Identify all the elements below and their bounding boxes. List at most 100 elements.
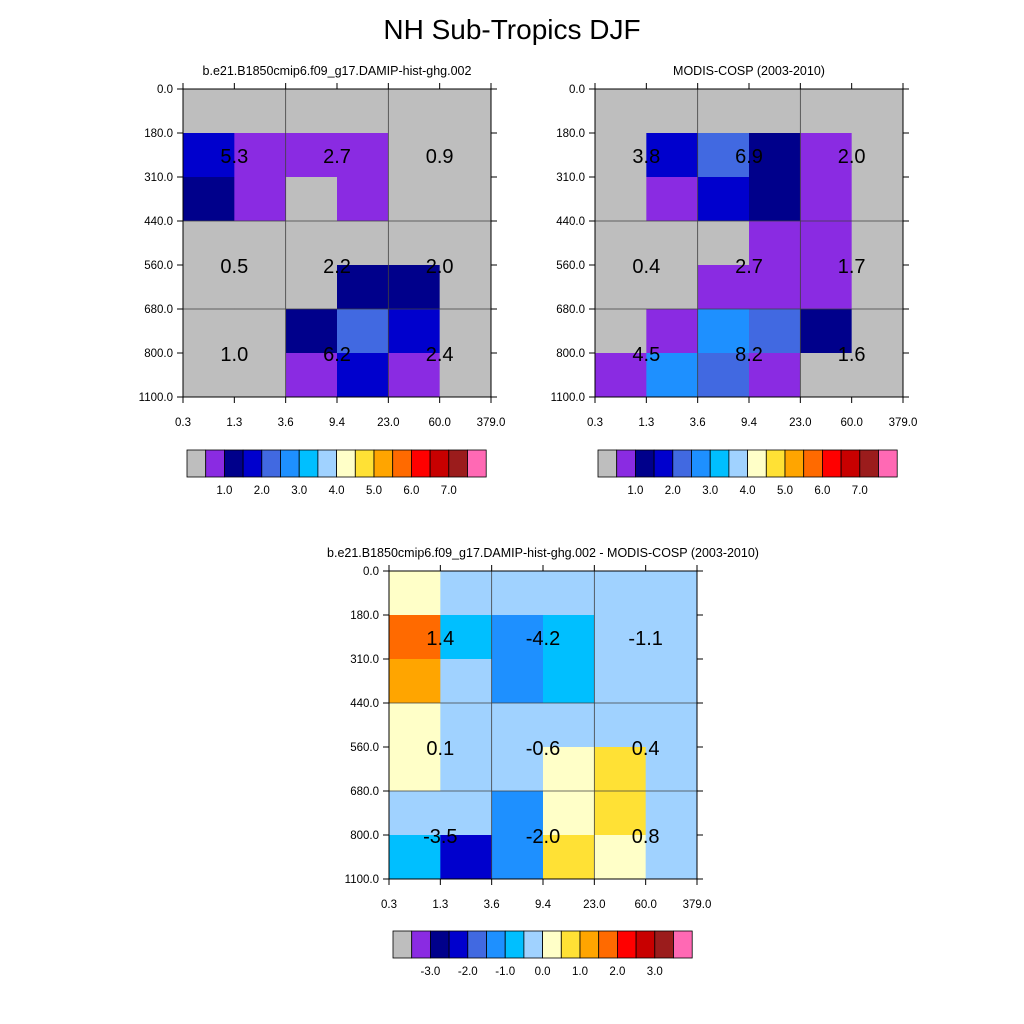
y-tick-label: 680.0 [556,304,585,316]
colorbar-swatch [280,449,300,478]
heatmap-cell [234,221,287,266]
heatmap-cell [697,221,750,266]
heatmap-cell [439,221,492,266]
cell-value-label: -1.1 [628,628,662,650]
colorbar-swatch [298,449,319,478]
panel-2: MODIS-COSP (2003-2010) 0.0 180.0 310.0 440.0… [551,64,918,497]
cell-value-label: 2.2 [323,256,351,278]
cell-value-label: 1.6 [838,344,866,366]
colorbar-tick-label: 5.0 [366,485,382,497]
colorbar-swatch [784,449,805,478]
colorbar-tick-label: 0.0 [535,966,551,978]
cell-value-label: 4.5 [632,344,660,366]
cell-value-label: 6.2 [323,344,351,366]
y-tick-label: 680.0 [350,786,379,798]
heatmap-cell [697,89,750,134]
heatmap-cell [337,353,389,398]
heatmap-cell [595,177,647,222]
y-tick-label: 1100.0 [345,874,379,886]
colorbar-tick-label: 1.0 [216,485,232,497]
x-tick-label: 379.0 [889,417,918,429]
colorbar-tick-label: 4.0 [329,485,345,497]
colorbar-swatch [859,449,879,478]
heatmap-cell [594,835,647,880]
heatmap-cell [491,615,544,660]
colorbar-swatch [542,930,562,959]
colorbar-swatch [336,449,356,478]
heatmap-cell [337,177,389,222]
cell-value-label: 6.9 [735,146,763,168]
cell-value-label: -3.5 [423,826,457,848]
cell-value-label: 8.2 [735,344,763,366]
colorbar-swatch [579,930,600,959]
colorbar-swatch [504,930,525,959]
cell-value-label: 1.0 [220,344,248,366]
heatmap-cell [491,747,544,792]
cell-value-label: 2.0 [838,146,866,168]
heatmap-cell [337,133,389,178]
colorbar-tick-label: 6.0 [814,485,830,497]
heatmap-cell [594,659,647,704]
heatmap-cell [439,309,492,354]
y-tick-label: 1100.0 [139,392,173,404]
heatmap-cell [183,221,235,266]
y-tick-label: 0.0 [363,566,379,578]
colorbar-swatch [653,449,674,478]
heatmap-cell [594,615,647,660]
colorbar-swatch [765,449,786,478]
x-tick-label: 60.0 [428,417,450,429]
colorbar-swatch [616,449,636,478]
colorbar-tick-label: -3.0 [420,966,440,978]
y-tick-label: 440.0 [350,698,379,710]
heatmap-cell [595,133,647,178]
colorbar-swatch [822,449,842,478]
heatmap-cell [285,177,338,222]
colorbar-swatch [673,930,693,959]
y-tick-label: 800.0 [144,348,173,360]
heatmap-cell [440,835,493,880]
y-tick-label: 560.0 [144,260,173,272]
heatmap-cell [183,177,235,222]
colorbar-swatch [448,930,469,959]
y-tick-label: 1100.0 [551,392,585,404]
heatmap-cell [645,791,698,836]
heatmap-cell [749,221,801,266]
heatmap-cell [337,221,389,266]
cell-value-label: 5.3 [220,146,248,168]
colorbar-swatch [261,449,281,478]
heatmap-cell [439,89,492,134]
colorbar: -3.0 -2.0 -1.0 0.0 1.0 2.0 3.0 [392,930,693,978]
heatmap-cell [645,659,698,704]
x-tick-label: 23.0 [583,899,605,911]
colorbar-swatch [709,449,730,478]
y-tick-label: 180.0 [556,128,585,140]
heatmap-cell [389,703,441,748]
heatmap-cell [595,353,647,398]
heatmap-cell [749,89,801,134]
colorbar-swatch [242,449,263,478]
heatmap-cell [851,353,904,398]
heatmap-cell [646,89,699,134]
x-tick-label: 1.3 [432,899,448,911]
colorbar-tick-label: 3.0 [291,485,307,497]
heatmap-cell [285,309,338,354]
y-tick-label: 310.0 [350,654,379,666]
heatmap-cell [285,221,338,266]
heatmap-cell [851,89,904,134]
heatmap-cell [645,835,698,880]
y-tick-label: 440.0 [556,216,585,228]
heatmap-cell [388,309,441,354]
heatmap-cell [491,571,544,616]
x-tick-label: 3.6 [484,899,500,911]
cell-value-label: 0.8 [632,826,660,848]
heatmap-cell [183,309,235,354]
cell-value-label: -0.6 [526,738,560,760]
y-tick-label: 560.0 [350,742,379,754]
colorbar-swatch [467,930,487,959]
heatmap-cell [749,353,801,398]
colorbar-tick-label: 7.0 [852,485,868,497]
heatmap-cell [337,265,389,310]
y-tick-label: 800.0 [556,348,585,360]
colorbar-tick-label: 1.0 [572,966,588,978]
heatmap-cell [646,221,699,266]
